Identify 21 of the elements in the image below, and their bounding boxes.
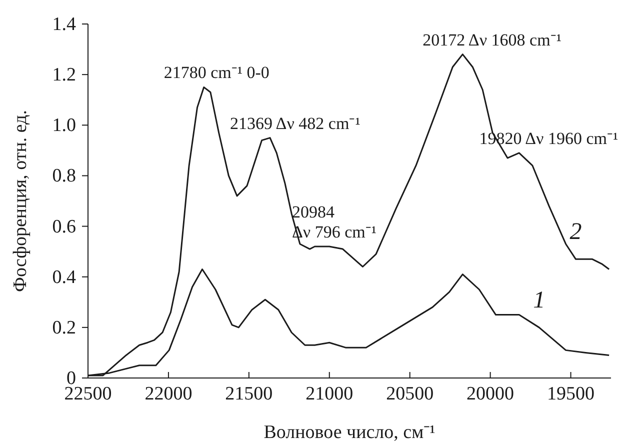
y-tick-label: 0.6	[52, 216, 76, 238]
x-tick-label: 20000	[466, 383, 514, 404]
y-tick-label: 0.8	[52, 166, 76, 187]
annotation: 20172 Δν 1608 cm⁻¹	[422, 30, 562, 50]
y-tick-label: 1.4	[52, 14, 76, 35]
annotation: 21780 cm⁻¹ 0-0	[164, 63, 270, 82]
x-tick-label: 22000	[144, 383, 192, 404]
x-tick-label: 21500	[225, 383, 273, 404]
y-axis-title: Фосфоренция, отн. ед.	[10, 110, 31, 292]
annotation: 21369 Δν 482 cm⁻¹	[230, 114, 360, 133]
x-axis-title: Волновое число, см⁻¹	[264, 422, 436, 443]
y-tick-label: 1.2	[52, 64, 76, 86]
y-tick-label: 0.4	[52, 266, 76, 288]
series-label: 2	[570, 219, 582, 246]
x-tick-label: 21000	[306, 383, 354, 404]
y-tick-label: 1.0	[52, 115, 76, 136]
x-tick-label: 19500	[547, 383, 595, 404]
x-tick-label: 20500	[386, 383, 434, 404]
series-label: 1	[533, 287, 546, 314]
x-tick-label: 22500	[64, 383, 112, 404]
y-tick-label: 0.2	[52, 317, 76, 338]
